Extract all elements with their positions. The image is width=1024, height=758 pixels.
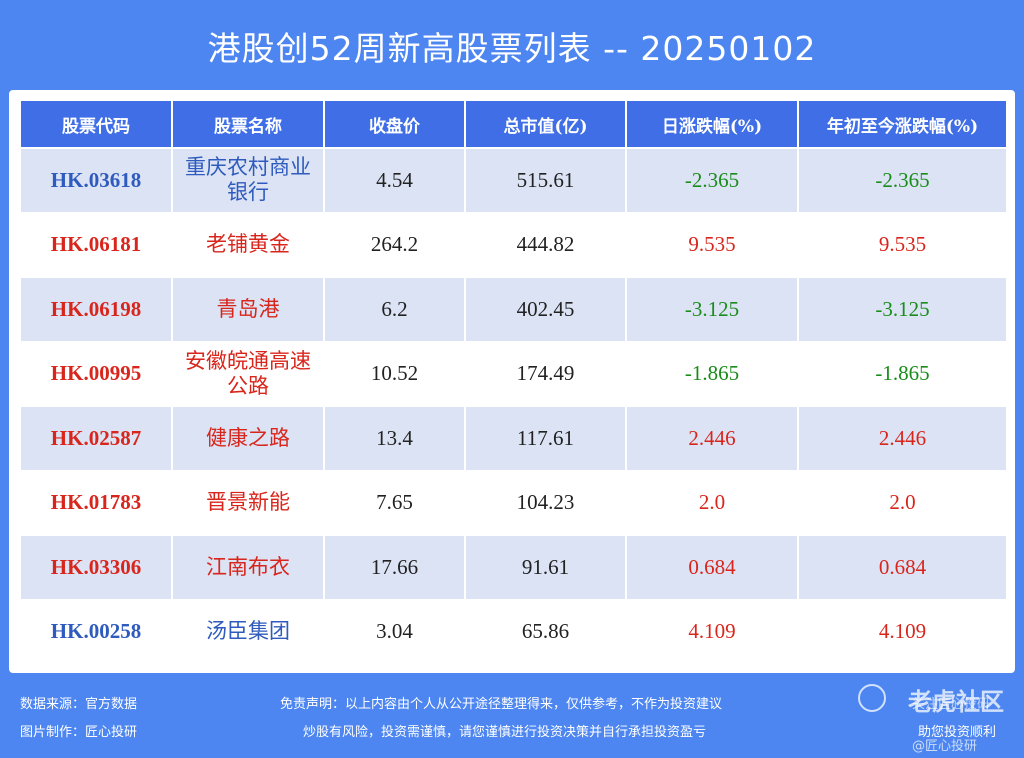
cell-name: 青岛港 (171, 276, 325, 343)
cell-mcap: 104.23 (464, 469, 627, 536)
cell-close: 17.66 (323, 534, 466, 601)
cell-code: HK.02587 (19, 405, 173, 472)
stock-table: 股票代码 股票名称 收盘价 总市值(亿) 日涨跌幅(%) 年初至今涨跌幅(%) … (19, 99, 1008, 665)
cell-day-change: 2.446 (625, 405, 799, 472)
table-row: HK.03306 江南布衣 17.66 91.61 0.684 0.684 (19, 534, 1008, 601)
cell-mcap: 117.61 (464, 405, 627, 472)
footer-source: 数据来源：官方数据 (20, 697, 138, 712)
cell-mcap: 444.82 (464, 211, 627, 278)
cell-code: HK.03618 (19, 147, 173, 214)
page-title: 港股创52周新高股票列表 -- 20250102 (207, 29, 817, 68)
header-mcap: 总市值(亿) (464, 99, 627, 149)
cell-mcap: 91.61 (464, 534, 627, 601)
cell-day-change: -1.865 (625, 340, 799, 407)
cell-day-change: 0.684 (625, 534, 799, 601)
footer-handle: @匠心投研 (912, 739, 978, 754)
footer-disclaimer-1: 免责声明：以上内容由个人从公开途径整理得来，仅供参考，不作为投资建议 (280, 697, 723, 712)
cell-day-change: 4.109 (625, 598, 799, 665)
cell-ytd-change: -1.865 (797, 340, 1008, 407)
header-name: 股票名称 (171, 99, 325, 149)
cell-ytd-change: 9.535 (797, 211, 1008, 278)
cell-close: 13.4 (323, 405, 466, 472)
cell-code: HK.00258 (19, 598, 173, 665)
header-close: 收盘价 (323, 99, 466, 149)
header-code: 股票代码 (19, 99, 173, 149)
cell-mcap: 65.86 (464, 598, 627, 665)
cell-mcap: 515.61 (464, 147, 627, 214)
cell-ytd-change: 0.684 (797, 534, 1008, 601)
table-header-row: 股票代码 股票名称 收盘价 总市值(亿) 日涨跌幅(%) 年初至今涨跌幅(%) (19, 99, 1008, 149)
table-row: HK.00995 安徽皖通高速公路 10.52 174.49 -1.865 -1.865 (19, 340, 1008, 407)
cell-close: 264.2 (323, 211, 466, 278)
header-day-change: 日涨跌幅(%) (625, 99, 799, 149)
cell-code: HK.03306 (19, 534, 173, 601)
cell-close: 6.2 (323, 276, 466, 343)
cell-close: 10.52 (323, 340, 466, 407)
cell-code: HK.01783 (19, 469, 173, 536)
cell-day-change: -2.365 (625, 147, 799, 214)
footer-right-1: 关注匠心投研 (912, 697, 991, 712)
footer-right-2: 助您投资顺利 (918, 725, 997, 740)
table-panel: 股票代码 股票名称 收盘价 总市值(亿) 日涨跌幅(%) 年初至今涨跌幅(%) … (9, 90, 1015, 673)
header-ytd-change: 年初至今涨跌幅(%) (797, 99, 1008, 149)
table-row: HK.06181 老铺黄金 264.2 444.82 9.535 9.535 (19, 211, 1008, 278)
cell-ytd-change: -3.125 (797, 276, 1008, 343)
cell-mcap: 402.45 (464, 276, 627, 343)
cell-ytd-change: -2.365 (797, 147, 1008, 214)
cell-name: 重庆农村商业银行 (171, 147, 325, 214)
cell-name: 安徽皖通高速公路 (171, 340, 325, 407)
cell-close: 3.04 (323, 598, 466, 665)
cell-close: 7.65 (323, 469, 466, 536)
cell-code: HK.06198 (19, 276, 173, 343)
table-row: HK.00258 汤臣集团 3.04 65.86 4.109 4.109 (19, 598, 1008, 665)
cell-name: 健康之路 (171, 405, 325, 472)
table-row: HK.01783 晋景新能 7.65 104.23 2.0 2.0 (19, 469, 1008, 536)
footer-disclaimer-2: 炒股有风险，投资需谨慎，请您谨慎进行投资决策并自行承担投资盈亏 (303, 725, 707, 740)
cell-name: 晋景新能 (171, 469, 325, 536)
footer: 数据来源：官方数据 图片制作：匠心投研 免责声明：以上内容由个人从公开途径整理得… (0, 690, 1024, 758)
cell-day-change: -3.125 (625, 276, 799, 343)
cell-name: 汤臣集团 (171, 598, 325, 665)
cell-ytd-change: 4.109 (797, 598, 1008, 665)
cell-close: 4.54 (323, 147, 466, 214)
cell-code: HK.00995 (19, 340, 173, 407)
cell-name: 江南布衣 (171, 534, 325, 601)
cell-day-change: 2.0 (625, 469, 799, 536)
cell-code: HK.06181 (19, 211, 173, 278)
cell-day-change: 9.535 (625, 211, 799, 278)
cell-name: 老铺黄金 (171, 211, 325, 278)
cell-ytd-change: 2.446 (797, 405, 1008, 472)
cell-mcap: 174.49 (464, 340, 627, 407)
footer-maker: 图片制作：匠心投研 (20, 725, 138, 740)
watermark: 老虎社区 (908, 688, 1004, 716)
table-row: HK.06198 青岛港 6.2 402.45 -3.125 -3.125 (19, 276, 1008, 343)
tiger-logo-icon (858, 684, 886, 712)
cell-ytd-change: 2.0 (797, 469, 1008, 536)
table-row: HK.02587 健康之路 13.4 117.61 2.446 2.446 (19, 405, 1008, 472)
table-row: HK.03618 重庆农村商业银行 4.54 515.61 -2.365 -2.365 (19, 147, 1008, 214)
